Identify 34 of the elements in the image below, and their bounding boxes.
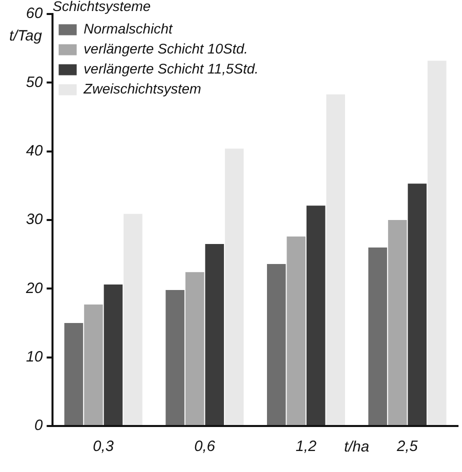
y-tick-label: 20 bbox=[24, 280, 44, 297]
y-tick-label: 50 bbox=[26, 74, 44, 91]
x-tick-label: 1,2 bbox=[296, 438, 318, 456]
x-tick-label: 0,3 bbox=[92, 438, 114, 456]
bar bbox=[388, 220, 407, 425]
y-tick-label: 40 bbox=[26, 142, 44, 160]
bar bbox=[326, 94, 346, 425]
bar bbox=[64, 323, 84, 425]
bar bbox=[224, 148, 244, 425]
x-axis-title: t/ha bbox=[344, 438, 370, 456]
bar bbox=[185, 272, 204, 425]
legend-title: Schichtsysteme bbox=[52, 0, 151, 14]
bar bbox=[104, 284, 123, 425]
bar bbox=[428, 60, 446, 425]
legend-label: verlängerte Schicht 11,5Std. bbox=[84, 60, 259, 77]
bar bbox=[124, 214, 142, 425]
legend-label: Zweischichtsystem bbox=[82, 80, 202, 97]
y-tick-label: 10 bbox=[26, 348, 44, 366]
bar bbox=[408, 184, 427, 425]
bar bbox=[368, 247, 388, 425]
bar bbox=[286, 236, 306, 425]
bar bbox=[166, 290, 184, 425]
x-tick-label: 2,5 bbox=[396, 438, 418, 456]
legend-label: Normalschicht bbox=[84, 20, 174, 37]
bar bbox=[205, 244, 224, 425]
y-tick-label: 60 bbox=[26, 5, 44, 22]
bar bbox=[306, 206, 326, 425]
bar bbox=[266, 264, 286, 425]
bar bbox=[84, 304, 103, 425]
legend-label: verlängerte Schicht 10Std. bbox=[84, 40, 248, 57]
y-tick-label: 0 bbox=[34, 417, 44, 434]
y-axis-title: t/Tag bbox=[9, 28, 43, 45]
x-tick-label: 0,6 bbox=[194, 438, 216, 456]
y-tick-label: 30 bbox=[26, 211, 44, 228]
